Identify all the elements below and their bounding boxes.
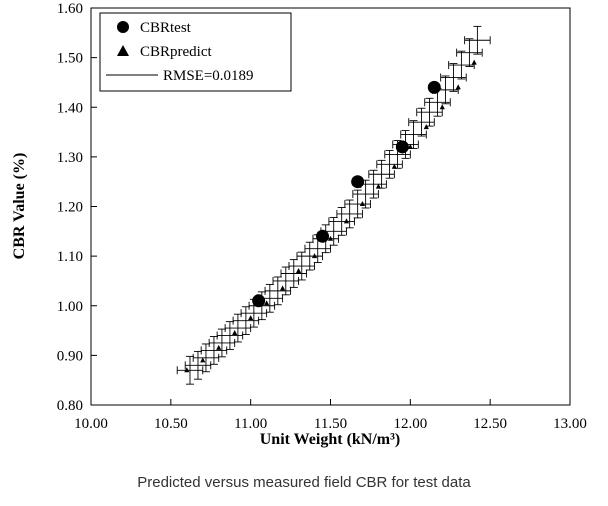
error-bar-point: [416, 97, 443, 127]
y-tick-label: 1.40: [57, 100, 83, 116]
error-bar-point: [368, 159, 395, 189]
cbrpredict-point: [184, 367, 190, 373]
x-axis: 10.00 10.50 11.00 11.50 12.00 12.50 13.00: [74, 399, 587, 432]
error-bar-point: [232, 306, 260, 335]
error-bar-point: [336, 199, 363, 229]
error-bar-point: [456, 38, 483, 68]
legend-label-cbrpredict: CBRpredict: [140, 44, 212, 60]
y-tick-label: 1.20: [57, 200, 83, 216]
error-bar-point: [264, 276, 292, 306]
error-bar-point: [464, 25, 491, 55]
cbrpredict-series: [184, 59, 477, 373]
y-tick-label: 0.90: [57, 348, 83, 364]
x-tick-label: 12.00: [393, 416, 427, 432]
legend-circle-marker: [117, 21, 129, 33]
cbrpredict-point: [407, 143, 413, 149]
error-bar-point: [184, 350, 212, 380]
cbrpredict-point: [216, 344, 222, 350]
cbrpredict-point: [375, 183, 381, 189]
cbrpredict-point: [391, 163, 397, 169]
cbrtest-series: [252, 80, 441, 308]
x-tick-label: 12.50: [473, 416, 507, 432]
error-bar-point: [344, 189, 371, 219]
legend-triangle-marker: [117, 45, 129, 56]
y-tick-label: 1.50: [57, 51, 83, 67]
error-bar-point: [408, 107, 435, 137]
error-bar-point: [216, 321, 244, 350]
x-axis-title: Unit Weight (kN/m³): [260, 431, 401, 448]
cbrpredict-point: [311, 253, 318, 259]
error-bar-point: [376, 149, 403, 179]
error-bar-point: [192, 343, 220, 373]
error-bar-point: [272, 266, 300, 296]
y-axis: 0.80 0.90 1.00 1.10 1.20 1.30 1.40 1.50 1.60: [57, 1, 97, 414]
cbrtest-point: [395, 140, 409, 154]
cbrpredict-point: [248, 315, 254, 321]
errorbar-series: [176, 25, 491, 385]
error-bar-point: [440, 63, 467, 92]
error-bar-point: [280, 259, 307, 288]
legend-box: [99, 12, 292, 92]
y-tick-label: 1.10: [57, 249, 83, 265]
error-bar-point: [288, 251, 315, 281]
error-bar-point: [328, 207, 355, 236]
cbrpredict-point: [295, 268, 302, 274]
cbrpredict-point: [423, 124, 429, 130]
x-tick-label: 11.50: [314, 416, 347, 432]
cbrtest-point: [351, 175, 365, 189]
cbrpredict-point: [343, 218, 350, 224]
cbrpredict-point: [264, 300, 270, 306]
x-tick-label: 11.00: [234, 416, 267, 432]
cbrpredict-point: [359, 201, 366, 207]
figure-caption: Predicted versus measured field CBR for …: [137, 474, 471, 491]
x-tick-label: 10.50: [154, 416, 188, 432]
error-bar-point: [296, 241, 323, 271]
cbrpredict-point: [280, 285, 286, 291]
cbrtest-point: [316, 229, 330, 243]
y-tick-label: 1.30: [57, 150, 83, 166]
error-bar-point: [448, 50, 475, 80]
cbrpredict-point: [232, 330, 238, 336]
legend-label-rmse: RMSE=0.0189: [163, 68, 254, 84]
x-tick-label: 10.00: [74, 416, 108, 432]
cbrtest-point: [252, 294, 266, 308]
y-tick-label: 0.80: [57, 398, 83, 414]
y-axis-title: CBR Value (%): [11, 153, 28, 260]
cbrpredict-point: [200, 357, 206, 363]
chart: 10.00 10.50 11.00 11.50 12.00 12.50 13.00 0.80…: [11, 1, 587, 448]
cbrtest-point: [427, 80, 441, 94]
cbrpredict-point: [439, 104, 445, 110]
error-bar-point: [208, 328, 236, 358]
legend-label-cbrtest: CBRtest: [140, 20, 192, 36]
cbrpredict-point: [327, 235, 334, 241]
cbrpredict-point: [455, 84, 461, 90]
cbrpredict-point: [471, 59, 477, 65]
y-tick-label: 1.00: [57, 299, 83, 315]
error-bar-point: [200, 336, 228, 365]
legend: CBRtest CBRpredict RMSE=0.0189: [99, 12, 292, 92]
error-bar-point: [224, 313, 252, 343]
y-tick-label: 1.60: [57, 1, 83, 17]
error-bar-point: [176, 355, 204, 385]
x-tick-label: 13.00: [553, 416, 587, 432]
